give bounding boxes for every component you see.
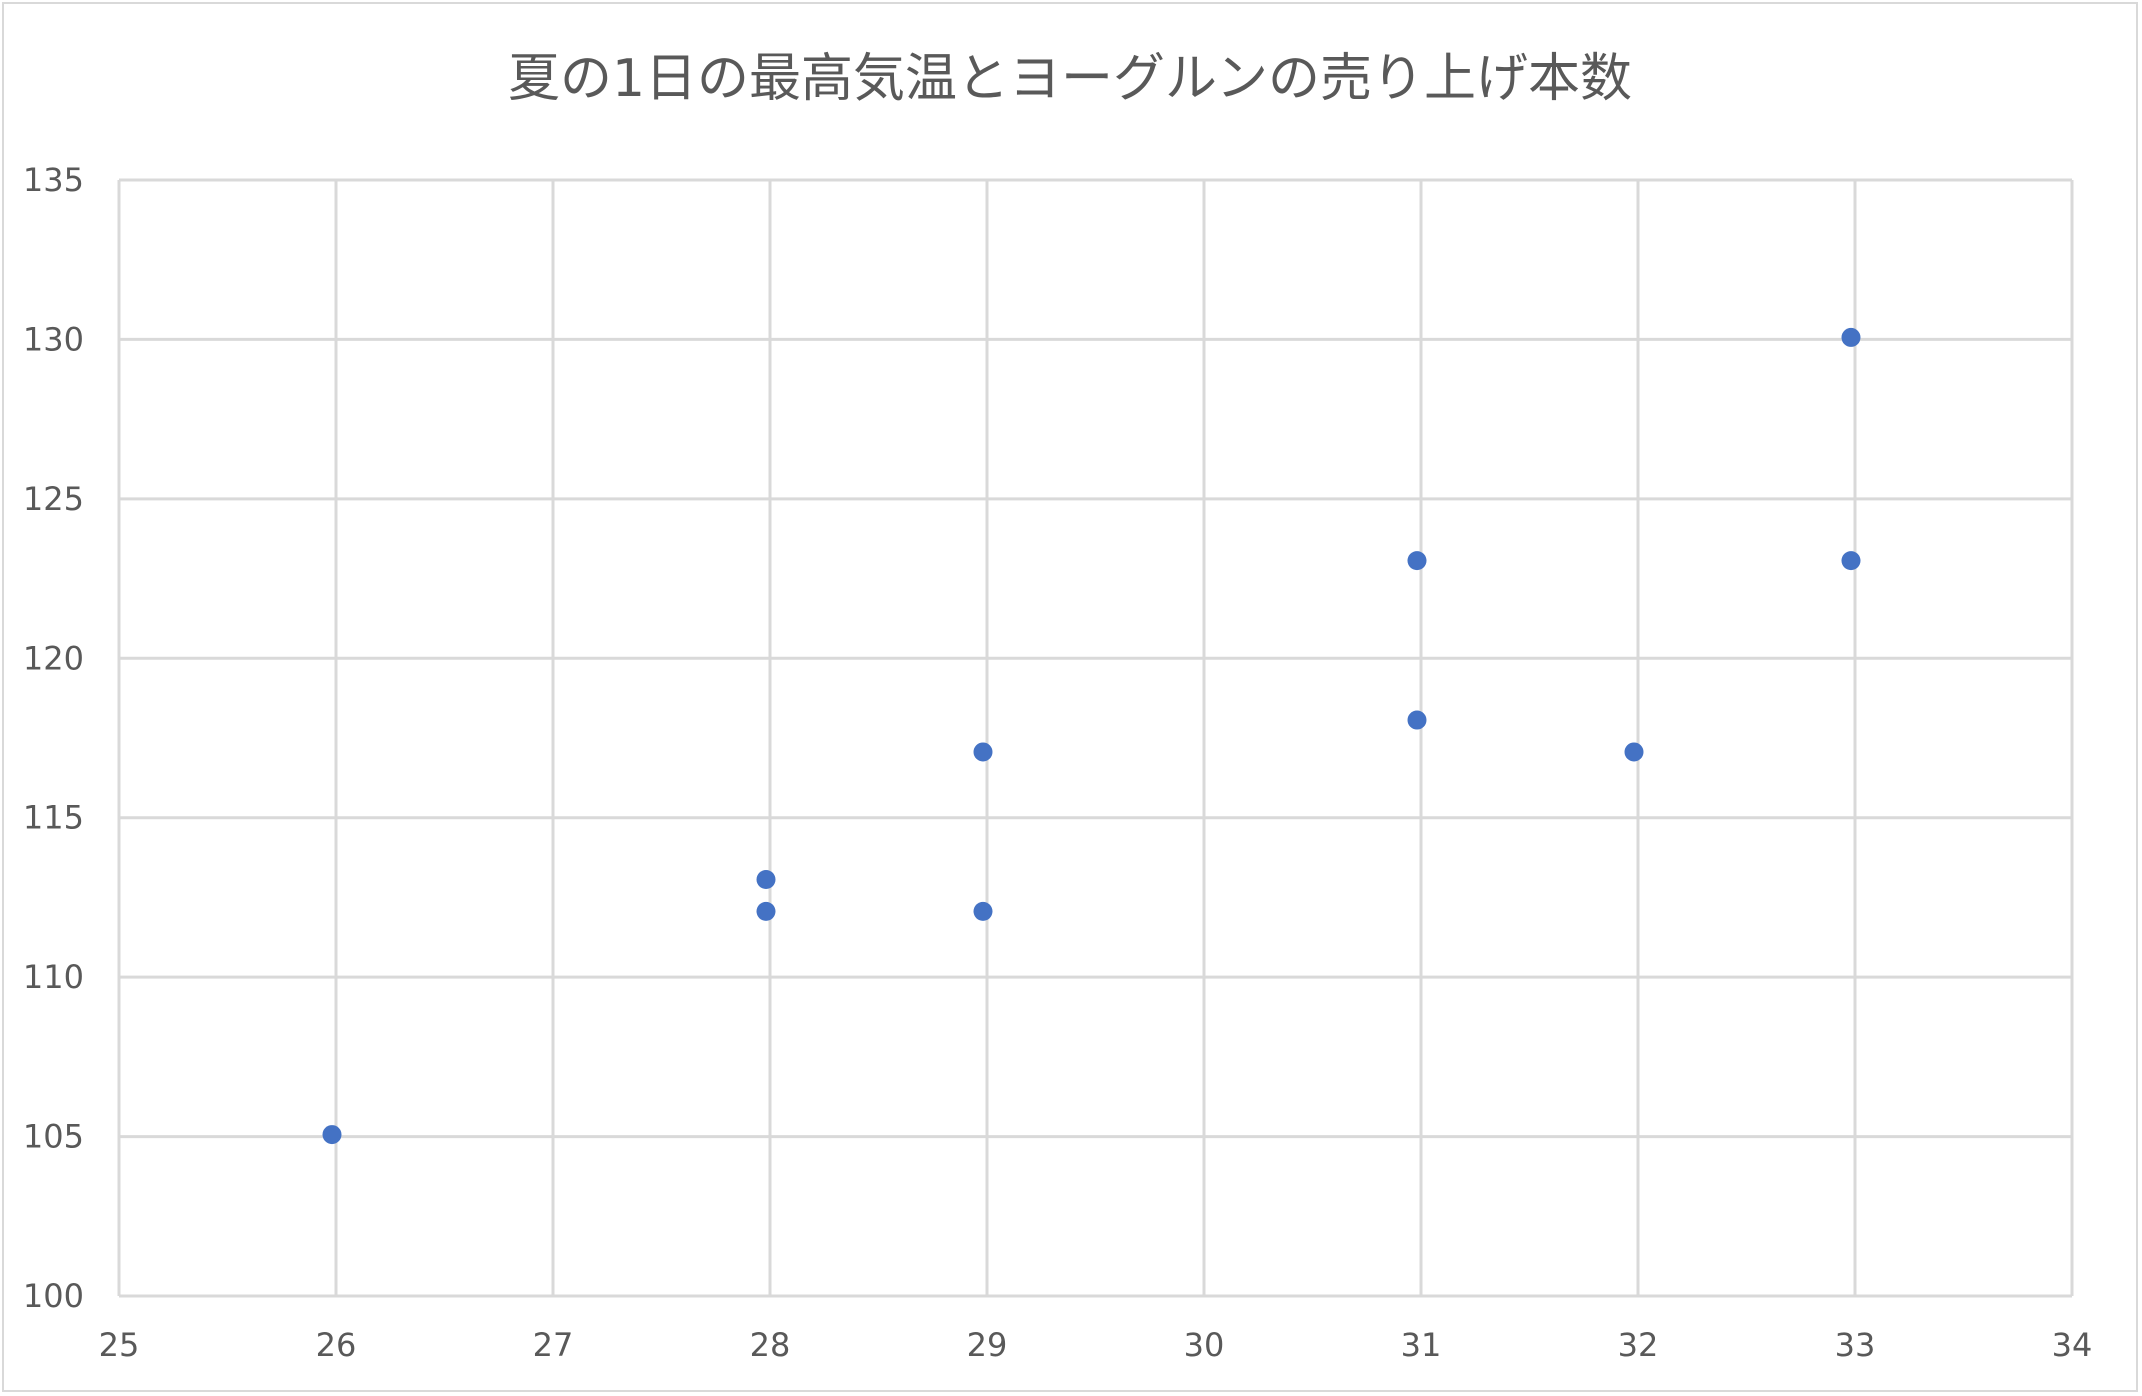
y-tick-label: 100: [23, 1277, 84, 1315]
y-tick-label: 130: [23, 320, 84, 358]
data-point: [1407, 710, 1427, 730]
data-points: [322, 327, 1861, 1145]
x-tick-label: 33: [1835, 1326, 1876, 1364]
x-tick-label: 32: [1618, 1326, 1659, 1364]
y-tick-label: 115: [23, 799, 84, 837]
x-tick-label: 28: [750, 1326, 791, 1364]
data-point: [1624, 742, 1644, 762]
x-tick-label: 29: [967, 1326, 1008, 1364]
chart-title: 夏の1日の最高気温とヨーグルンの売り上げ本数: [508, 49, 1632, 109]
data-point: [322, 1125, 342, 1145]
y-tick-label: 120: [23, 639, 84, 677]
x-tick-label: 25: [99, 1326, 140, 1364]
x-tick-label: 31: [1401, 1326, 1442, 1364]
tick-labels: 25 26 27 28 29 30 31 32 33 34 100 105 110 115 120 125 13…: [23, 161, 2092, 1364]
data-point: [1841, 327, 1861, 347]
data-point: [973, 742, 993, 762]
y-tick-label: 135: [23, 161, 84, 199]
data-point: [973, 901, 993, 921]
x-tick-label: 34: [2052, 1326, 2093, 1364]
gridlines: [117, 178, 2074, 1298]
data-point: [756, 901, 776, 921]
y-tick-label: 105: [23, 1118, 84, 1156]
data-point: [1841, 551, 1861, 571]
x-tick-label: 26: [316, 1326, 357, 1364]
y-tick-label: 110: [23, 958, 84, 996]
data-point: [1407, 551, 1427, 571]
x-tick-label: 27: [533, 1326, 574, 1364]
x-tick-label: 30: [1184, 1326, 1225, 1364]
data-point: [756, 869, 776, 889]
y-tick-label: 125: [23, 480, 84, 518]
